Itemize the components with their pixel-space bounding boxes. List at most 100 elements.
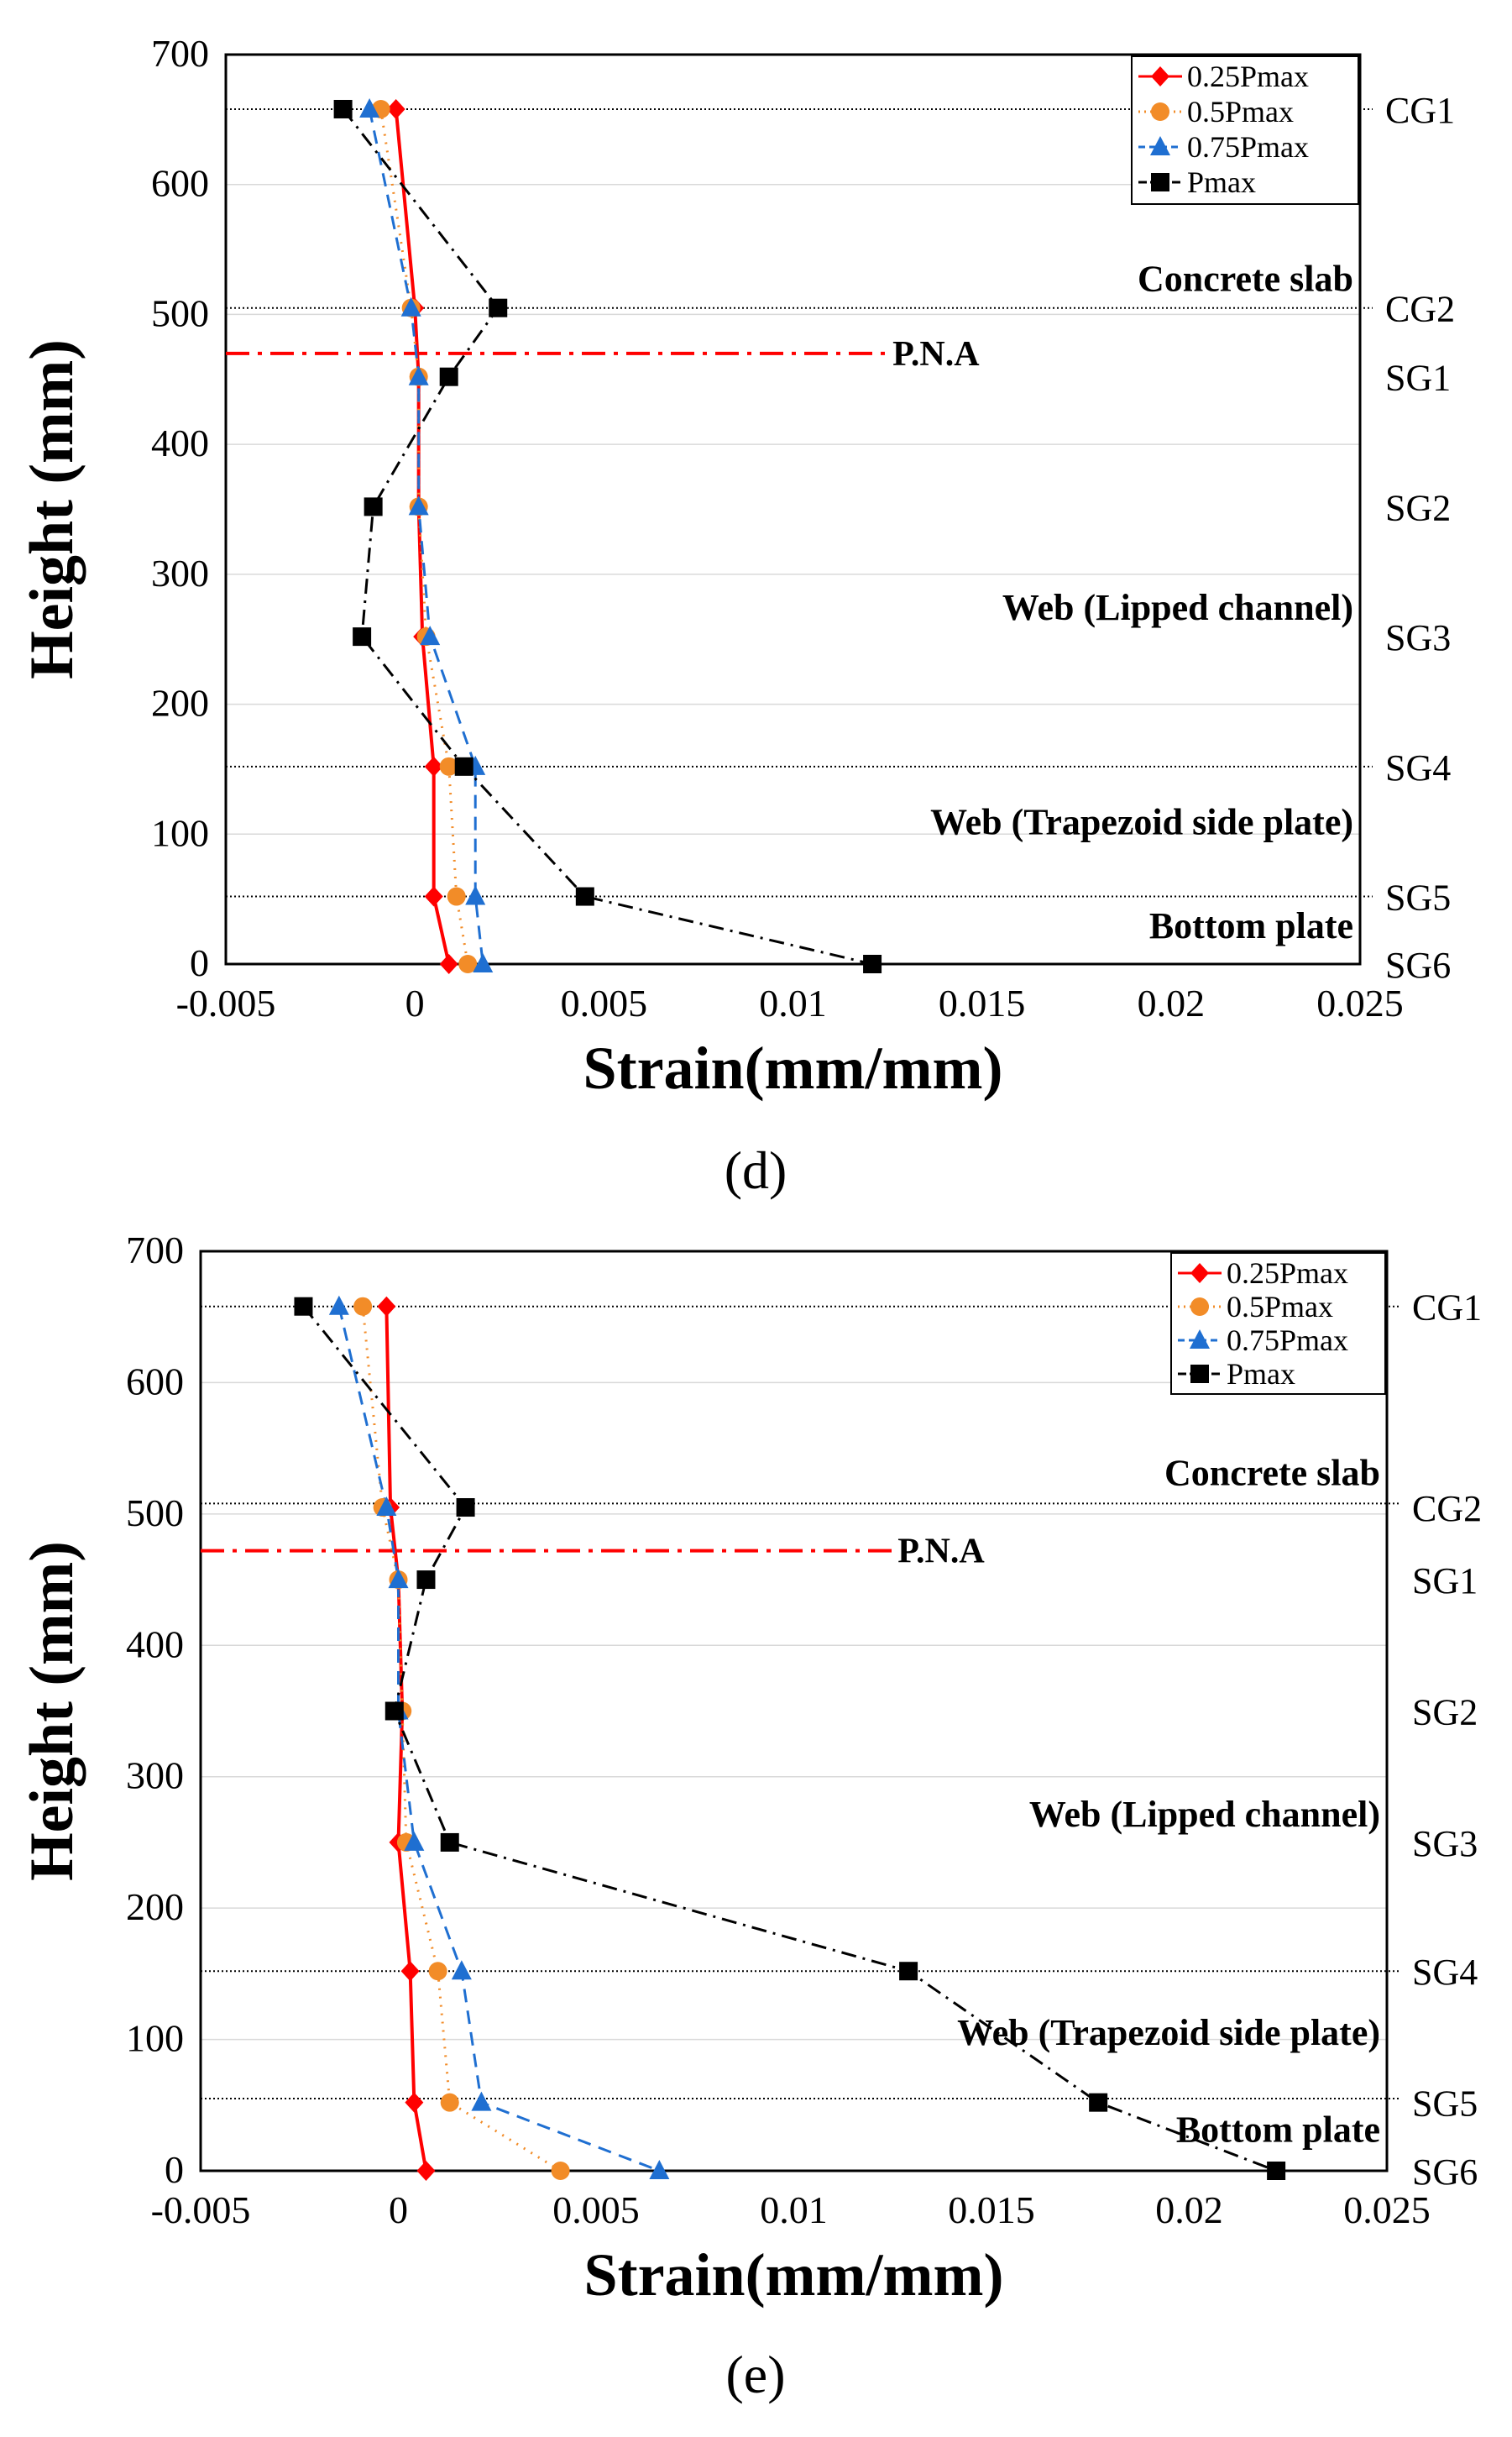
gauge-label: SG4 [1385,747,1451,789]
data-point-0.5Pmax [428,1962,447,1981]
legend-marker [1190,1263,1209,1283]
region-label: Web (Lipped channel) [1029,1794,1380,1835]
panel-label: (e) [725,2345,785,2404]
x-tick-label: 0.015 [939,982,1026,1025]
data-point-0.75Pmax [328,1295,349,1315]
series-line-Pmax [302,1305,1277,2171]
x-tick-label: 0.005 [552,2188,640,2231]
data-point-0.75Pmax [404,1831,425,1851]
data-point-0.5Pmax [439,757,458,776]
legend-label: 0.25Pmax [1227,1256,1348,1290]
data-point-0.5Pmax [440,2093,459,2112]
data-point-Pmax [440,1832,459,1852]
x-tick-label: 0 [405,982,425,1025]
x-tick-label: -0.005 [176,982,276,1025]
legend-marker [1190,1297,1209,1316]
y-tick-label: 600 [126,1360,184,1402]
legend-marker [1151,66,1169,86]
legend-marker [1190,1365,1209,1383]
gauge-label: CG2 [1412,1488,1482,1529]
y-axis-title: Height (mm) [18,1541,86,1881]
series-line-0.25Pmax [385,1306,428,2171]
y-tick-label: 400 [126,1622,184,1665]
data-point-Pmax [333,99,353,118]
x-tick-label: 0.02 [1138,982,1206,1025]
series-line-0.25Pmax [394,108,451,964]
x-tick-label: 0.01 [759,982,827,1025]
legend-marker [1151,102,1169,121]
gauge-label: SG1 [1385,358,1451,399]
data-point-0.75Pmax [473,953,494,972]
data-point-0.75Pmax [388,1569,409,1589]
x-tick-label: 0.005 [561,982,648,1025]
series-line-0.75Pmax [368,108,484,964]
data-point-0.25Pmax [405,2092,424,2113]
data-point-0.75Pmax [359,97,380,118]
legend-label: Pmax [1227,1357,1295,1391]
gauge-label: SG2 [1385,487,1451,528]
y-tick-label: 300 [126,1754,184,1797]
data-point-0.25Pmax [416,2161,436,2181]
legend-marker [1151,173,1169,191]
region-label: Bottom plate [1149,905,1353,946]
x-tick-label: 0.015 [948,2188,1035,2231]
gauge-label: CG2 [1385,289,1455,330]
legend-label: 0.75Pmax [1227,1323,1348,1357]
y-tick-label: 100 [126,2017,184,2060]
data-point-Pmax [364,497,383,516]
data-point-0.25Pmax [424,756,443,777]
y-axis-title: Height (mm) [18,339,86,679]
data-point-0.75Pmax [376,1496,397,1517]
data-point-0.75Pmax [471,2091,492,2111]
data-point-0.75Pmax [408,495,429,516]
gauge-label: SG5 [1385,878,1451,919]
data-point-Pmax [1267,2162,1286,2180]
data-point-Pmax [456,1498,475,1517]
data-point-Pmax [575,887,594,906]
data-point-0.5Pmax [447,887,466,906]
series-line-0.75Pmax [337,1306,660,2171]
x-tick-label: 0 [389,2188,408,2231]
gauge-label: SG3 [1385,617,1451,658]
data-point-Pmax [353,627,372,647]
pna-label: P.N.A [892,335,980,374]
data-point-Pmax [454,757,473,776]
series-line-Pmax [342,108,873,964]
data-point-Pmax [294,1297,313,1316]
gauge-label: SG1 [1412,1560,1478,1601]
gauge-label: SG6 [1412,2151,1478,2193]
gauge-label: SG5 [1412,2083,1478,2125]
pna-label: P.N.A [897,1533,985,1571]
legend-label: 0.5Pmax [1187,95,1294,128]
plot-area [302,1305,1277,2171]
gauge-label: SG3 [1412,1823,1478,1864]
x-tick-label: 0.025 [1316,982,1404,1025]
legend-label: 0.75Pmax [1187,130,1309,164]
data-point-Pmax [439,367,458,386]
gauge-label: CG1 [1385,90,1455,131]
region-label: Concrete slab [1138,259,1353,300]
panel-label: (d) [725,1140,787,1200]
region-label: Web (Lipped channel) [1002,587,1353,628]
data-point-0.75Pmax [420,626,441,646]
data-point-0.25Pmax [439,954,458,974]
data-point-0.25Pmax [386,98,405,119]
series-line-0.5Pmax [361,1306,562,2171]
data-point-Pmax [1089,2093,1108,2112]
y-tick-label: 0 [190,941,209,984]
data-point-Pmax [385,1701,404,1721]
data-point-0.25Pmax [400,1961,420,1982]
data-point-Pmax [863,955,882,973]
y-tick-label: 200 [151,682,209,725]
legend-label: 0.25Pmax [1187,60,1309,93]
region-label: Web (Trapezoid side plate) [930,801,1353,842]
x-tick-label: 0.01 [760,2188,828,2231]
x-tick-label: 0.02 [1155,2188,1223,2231]
region-label: Bottom plate [1176,2109,1380,2151]
data-point-0.5Pmax [353,1297,373,1316]
gauge-label: SG2 [1412,1692,1478,1733]
